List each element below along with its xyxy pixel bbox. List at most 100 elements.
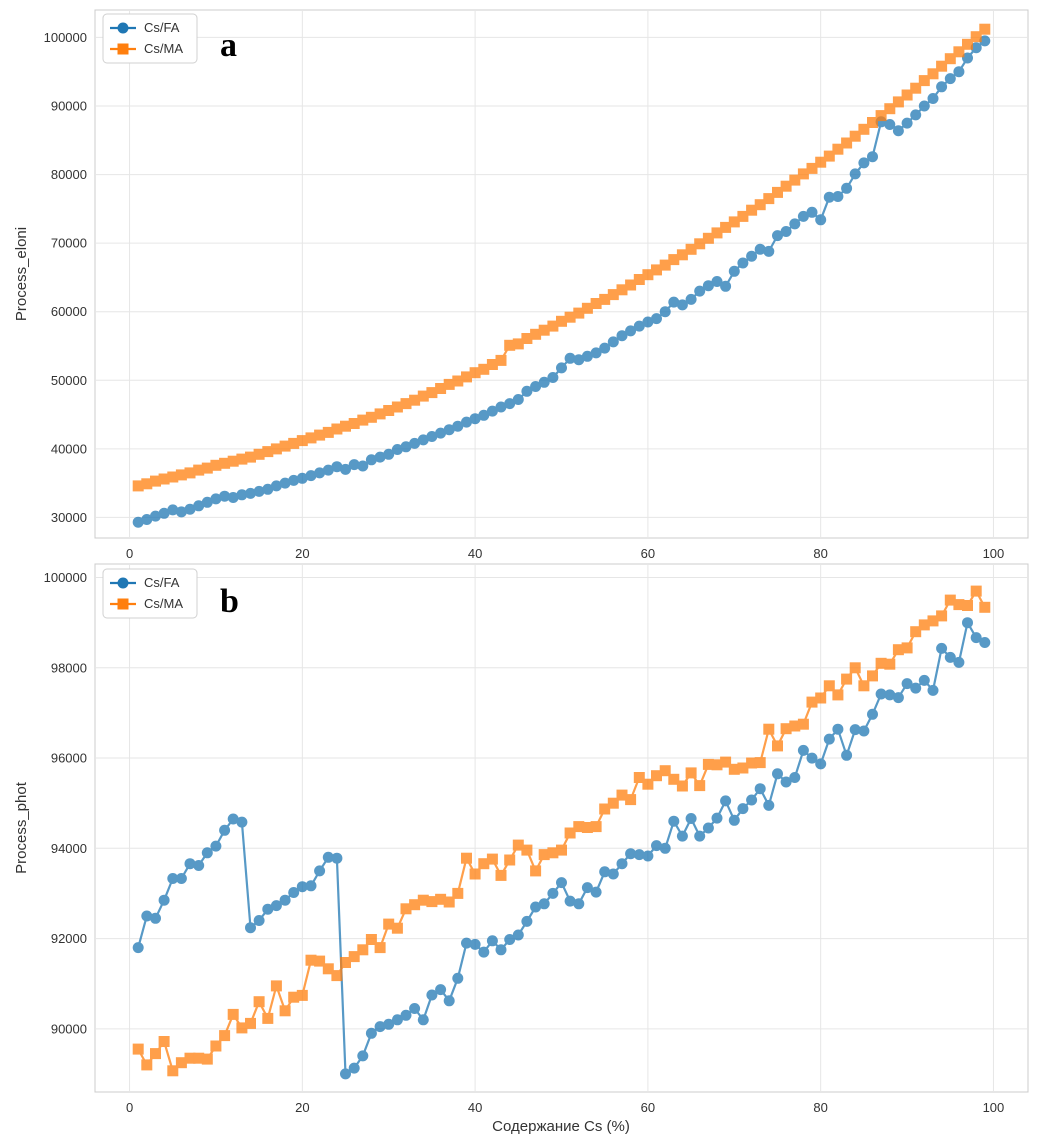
panel-a-x-tick-label: 100 [983, 546, 1005, 561]
panel-b-point-cs-fa [469, 938, 481, 950]
panel-b-x-tick-label: 100 [983, 1100, 1005, 1115]
panel-a-point-cs-fa [789, 218, 801, 230]
panel-b-y-tick-label: 98000 [51, 660, 87, 675]
panel-a-point-cs-ma [676, 249, 688, 261]
panel-a-point-cs-fa [754, 243, 766, 255]
panel-b-point-cs-ma [858, 680, 870, 692]
panel-b-point-cs-fa [797, 744, 809, 756]
panel-b-point-cs-ma [236, 1022, 248, 1034]
panel-a-point-cs-fa [193, 500, 205, 512]
panel-b-point-cs-ma [884, 658, 896, 670]
panel-b-point-cs-fa [270, 900, 282, 912]
panel-b-point-cs-ma [841, 673, 853, 685]
panel-b-grid [95, 564, 1028, 1092]
panel-a-point-cs-fa [573, 354, 585, 366]
panel-a-point-cs-fa [383, 448, 395, 460]
panel-a-point-cs-fa [435, 427, 447, 439]
panel-a-point-cs-fa [538, 376, 550, 388]
panel-a-point-cs-fa [365, 454, 377, 466]
panel-b-point-cs-fa [409, 1003, 421, 1014]
panel-b-point-cs-ma [365, 934, 377, 945]
panel-b-point-cs-fa [823, 733, 835, 745]
panel-b-letter: b [220, 583, 239, 620]
panel-a-grid [95, 10, 1028, 538]
panel-b-point-cs-fa [884, 689, 896, 701]
panel-a-legend[interactable]: Cs/FA Cs/MA [102, 13, 198, 64]
panel-b-point-cs-ma [668, 773, 680, 785]
panel-a-series-cs-fa [132, 35, 991, 528]
panel-a-point-cs-ma [702, 232, 714, 244]
panel-a-point-cs-ma [737, 210, 749, 222]
panel-a-point-cs-fa [443, 424, 455, 436]
panel-a-point-cs-fa [849, 168, 861, 180]
panel-b-legend[interactable]: Cs/FA Cs/MA [102, 568, 198, 619]
panel-a-point-cs-ma [763, 193, 775, 205]
panel-a-point-cs-ma [193, 464, 205, 476]
panel-b-legend-label-cs-fa: Cs/FA [144, 575, 180, 590]
panel-a-point-cs-fa [564, 352, 576, 364]
panel-a-point-cs-fa [391, 444, 403, 455]
panel-a-point-cs-ma [175, 469, 187, 481]
panel-b-point-cs-fa [651, 840, 662, 852]
panel-b-point-cs-ma [875, 657, 887, 669]
panel-b-point-cs-ma [979, 601, 991, 613]
panel-a-point-cs-ma [599, 293, 611, 305]
panel-a-point-cs-fa [322, 464, 334, 476]
panel-a-point-cs-fa [685, 293, 697, 305]
panel-a-series-cs-ma [132, 23, 991, 492]
panel-b-point-cs-ma [469, 868, 481, 880]
panel-a-point-cs-ma [184, 467, 196, 479]
panel-b-point-cs-fa [374, 1021, 386, 1033]
panel-a-point-cs-fa [486, 405, 498, 417]
panel-a-point-cs-ma [400, 398, 412, 410]
panel-b-point-cs-ma [867, 670, 878, 682]
panel-a-point-cs-fa [953, 66, 965, 78]
panel-a-x-tick-label: 60 [641, 546, 655, 561]
panel-a-point-cs-ma [141, 478, 153, 490]
panel-b-point-cs-fa [245, 922, 256, 934]
panel-a-legend-label-cs-fa: Cs/FA [144, 20, 180, 35]
panel-a-point-cs-ma [746, 204, 758, 216]
panel-b-point-cs-fa [806, 752, 818, 764]
panel-a-point-cs-fa [797, 210, 809, 222]
panel-a-y-tick-label: 100000 [44, 30, 87, 45]
panel-b-point-cs-fa [452, 972, 464, 984]
panel-a-point-cs-ma [504, 339, 516, 351]
panel-a-point-cs-ma [564, 311, 576, 323]
panel-b-point-cs-ma [892, 644, 904, 656]
panel-a-point-cs-fa [314, 467, 326, 479]
panel-a-point-cs-ma [547, 320, 559, 332]
panel-b-x-ticks: 0 20 40 60 80 100 [126, 1100, 1004, 1115]
panel-a-point-cs-fa [279, 477, 291, 489]
panel-a-point-cs-ma [581, 302, 593, 314]
panel-a-point-cs-ma [849, 130, 861, 142]
panel-b-point-cs-ma [331, 970, 343, 982]
panel-a-y-ticks: 30000 40000 50000 60000 70000 80000 90000 10000… [44, 30, 87, 525]
panel-a-point-cs-fa [858, 157, 870, 169]
panel-a-point-cs-fa [780, 226, 792, 237]
panel-a-point-cs-ma [305, 432, 317, 444]
panel-b-point-cs-fa [676, 830, 688, 842]
panel-a-point-cs-ma [867, 117, 878, 128]
panel-a-point-cs-ma [901, 89, 913, 101]
panel-b-point-cs-fa [581, 882, 593, 894]
panel-b-point-cs-fa [175, 873, 187, 884]
panel-b-point-cs-fa [296, 881, 308, 893]
panel-a-point-cs-ma [979, 23, 991, 35]
panel-b-point-cs-fa [685, 813, 697, 824]
panel-b-point-cs-ma [348, 951, 360, 963]
panel-a-point-cs-ma [322, 426, 334, 438]
panel-b-y-axis-label: Process_phot [13, 781, 30, 874]
panel-b-point-cs-fa [633, 849, 645, 861]
panel-b-point-cs-ma [823, 680, 835, 692]
panel-b-point-cs-fa [746, 794, 758, 806]
panel-a-point-cs-fa [979, 35, 991, 47]
panel-b-point-cs-ma [962, 600, 973, 611]
panel-b-point-cs-ma [253, 996, 265, 1008]
panel-a-point-cs-fa [599, 342, 611, 354]
panel-a-point-cs-ma [910, 82, 922, 94]
panel-b-point-cs-fa [901, 678, 913, 690]
panel-b-point-cs-ma [953, 599, 965, 611]
panel-a-point-cs-fa [668, 296, 680, 308]
panel-a-point-cs-ma [573, 307, 585, 319]
